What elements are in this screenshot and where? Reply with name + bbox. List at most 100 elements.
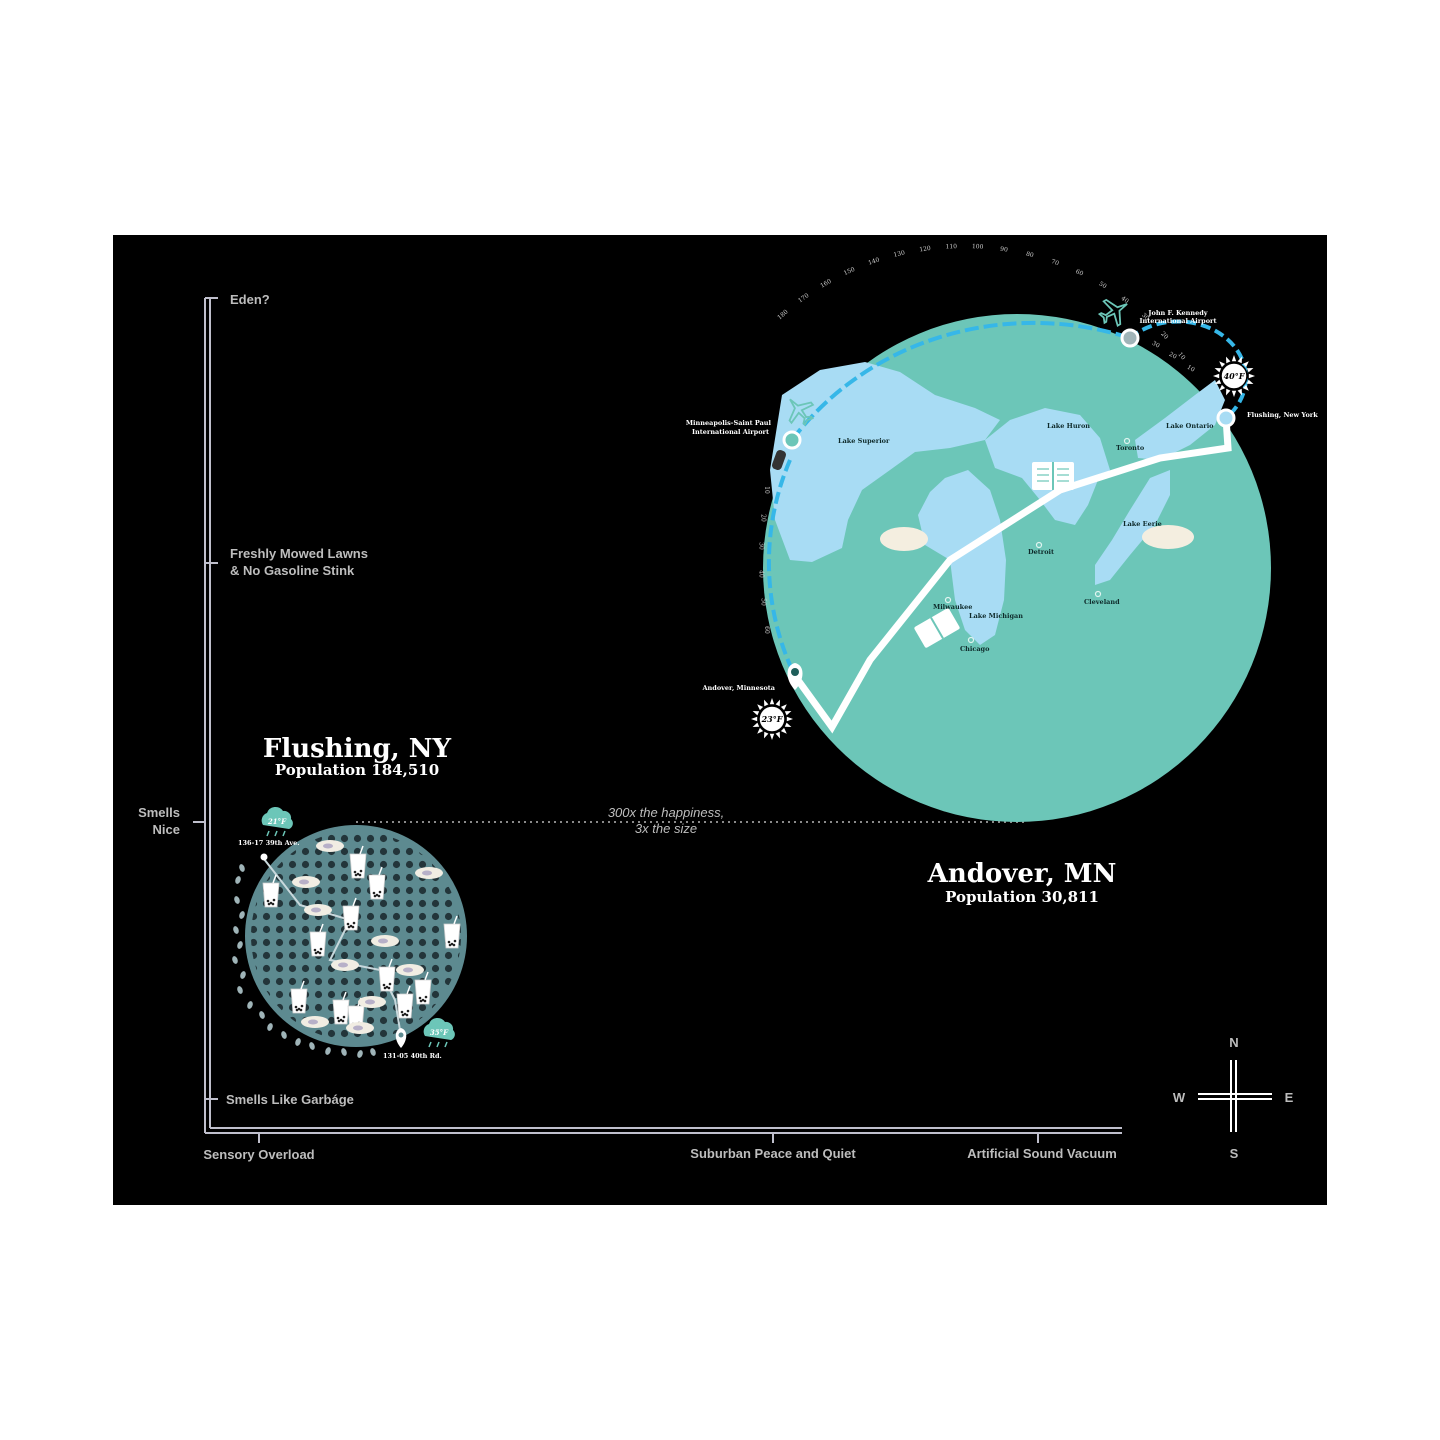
flight-minute-label: 90 — [1000, 246, 1009, 254]
sun-ray — [784, 722, 792, 727]
drive-minute-label: 50 — [760, 598, 767, 606]
dumpling-icon — [415, 867, 443, 879]
flushing-ny-marker — [1216, 408, 1236, 428]
sun-ray — [1226, 356, 1231, 364]
footprint-icon — [325, 1047, 331, 1055]
drive-minute-labels: 10 20 30 40 50 60 — [757, 486, 770, 634]
footprints-trail — [232, 864, 376, 1058]
flight-arc — [766, 319, 1248, 677]
airplane-icon-jfk — [1097, 298, 1128, 327]
footprint-icon — [237, 986, 243, 994]
rain-temp-top: 21°F — [267, 817, 287, 826]
label-flushing-ny: Flushing, New York — [1247, 411, 1318, 419]
drive-minute-label: 40 — [757, 570, 764, 578]
sun-ray — [1246, 368, 1254, 373]
y-tick-label-garbage: Smells Like Garbáge — [226, 1092, 354, 1107]
footprint-icon — [247, 1001, 253, 1009]
sun-ray — [752, 711, 760, 716]
comparison-label-line2: 3x the size — [635, 821, 697, 836]
sun-ray — [769, 733, 775, 740]
flight-minute-label: 70 — [1050, 258, 1060, 267]
dumpling-icon — [346, 1022, 374, 1034]
label-jfk-line2: International Airport — [1140, 317, 1217, 325]
sun-ray — [752, 722, 760, 727]
andover-pin-icon — [787, 663, 803, 690]
sun-ray — [1237, 356, 1242, 364]
dumplings — [292, 840, 443, 1034]
bubble-tea-cup-icon — [368, 866, 386, 900]
dumpling-icon — [396, 964, 424, 976]
andover-globe: Lake Superior Lake Huron Lake Ontario To… — [763, 314, 1271, 822]
bubble-tea-cup-icon — [396, 985, 414, 1019]
footprint-icon — [259, 1011, 265, 1019]
flushing-end-pin-icon — [395, 1028, 407, 1048]
sun-ray — [1219, 384, 1226, 391]
taxi-minute-label: 10 — [1186, 364, 1196, 374]
rain-cloud-icon-top: 21°F — [261, 806, 293, 837]
bread-icon-right — [1142, 525, 1194, 549]
flushing-start-address: 136-17 39th Ave. — [238, 839, 300, 847]
compass-north: N — [1229, 1035, 1238, 1050]
msp-airport-marker — [782, 430, 802, 450]
sun-ray — [1213, 373, 1220, 379]
footprint-icon — [281, 1031, 287, 1039]
footprint-icon — [233, 926, 239, 934]
y-tick-label-lawns-2: & No Gasoline Stink — [230, 563, 355, 578]
label-toronto: Toronto — [1116, 444, 1145, 452]
compass-west: W — [1173, 1090, 1186, 1105]
dumpling-icon — [316, 840, 344, 852]
sun-ray — [769, 698, 775, 705]
bread-icon-left — [880, 527, 928, 551]
sun-ray — [1242, 361, 1249, 368]
flushing-population: Population 184,510 — [275, 761, 439, 779]
bubble-tea-cup-icon — [443, 915, 461, 949]
andover-population: Population 30,811 — [945, 888, 1099, 906]
flight-minute-label: 10 — [1176, 351, 1186, 361]
flushing-title: Flushing, NY — [263, 734, 452, 764]
sun-ray — [780, 727, 787, 734]
sun-ray — [1226, 388, 1231, 396]
dumpling-icon — [331, 959, 359, 971]
flight-minute-labels: 1020304050607080901001101201301401501601… — [776, 243, 1186, 361]
lake-ontario-shape — [1135, 380, 1225, 460]
bubble-tea-cup-icon — [332, 991, 350, 1025]
sun-ray — [784, 711, 792, 716]
footprint-icon — [234, 896, 240, 904]
label-lake-huron: Lake Huron — [1047, 422, 1090, 430]
footprint-icon — [357, 1050, 363, 1058]
sun-ray — [1237, 388, 1242, 396]
flight-minute-label: 150 — [843, 266, 856, 277]
y-tick-label-nice-2: Nice — [153, 822, 180, 837]
car-icon — [772, 450, 786, 470]
rain-temp-bottom: 35°F — [430, 1028, 449, 1037]
footprint-icon — [295, 1038, 301, 1046]
flight-minute-label: 170 — [797, 292, 811, 304]
sun-icon-origin: 23°F — [751, 698, 793, 740]
footprint-icon — [240, 971, 246, 979]
sun-ray — [786, 716, 793, 722]
flight-minute-label: 60 — [1074, 268, 1084, 278]
flight-minute-label: 180 — [776, 308, 789, 321]
sun-ray — [1219, 361, 1226, 368]
airplane-icon-msp — [788, 398, 815, 427]
taxi-minute-label: 30 — [1151, 340, 1161, 350]
footprint-icon — [370, 1048, 376, 1056]
bubble-tea-cup-icon — [349, 845, 367, 879]
footprint-icon — [235, 876, 241, 884]
y-tick-label-nice-1: Smells — [138, 805, 180, 820]
bubble-tea-cup-icon — [342, 897, 360, 931]
sun-ray — [775, 731, 780, 739]
flight-minute-label: 50 — [1098, 280, 1108, 290]
label-milwaukee: Milwaukee — [933, 603, 972, 611]
sun-ray — [1214, 368, 1222, 373]
sun-ray — [1246, 379, 1254, 384]
flight-minute-label: 30 — [1140, 312, 1150, 322]
footprint-icon — [341, 1048, 347, 1056]
dumpling-icon — [358, 996, 386, 1008]
flight-minute-label: 120 — [919, 245, 931, 254]
label-cleveland: Cleveland — [1084, 598, 1120, 606]
x-tick-label-overload: Sensory Overload — [203, 1147, 314, 1162]
label-lake-superior: Lake Superior — [838, 437, 890, 445]
great-lakes — [770, 362, 1225, 645]
